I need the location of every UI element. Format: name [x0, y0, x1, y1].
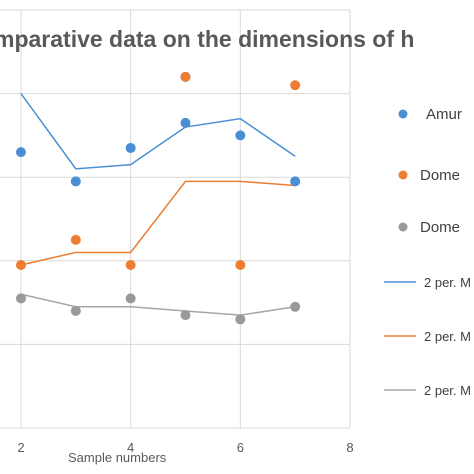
legend-item: Amur: [398, 106, 462, 123]
x-tick-label: 2: [17, 440, 24, 455]
series-line-4: [20, 180, 296, 266]
data-point-0: [70, 176, 81, 187]
x-tick-label: 8: [346, 440, 353, 455]
legend: Amur Dome Dome 2 per. M 2 per. M 2 per. M: [384, 106, 471, 398]
data-point-1: [70, 234, 81, 245]
data-point-1: [15, 259, 26, 270]
x-axis-title: Sample numbers: [68, 450, 167, 465]
data-point-0: [290, 176, 301, 187]
data-point-1: [180, 71, 191, 82]
data-point-0: [125, 142, 136, 153]
legend-label: 2 per. M: [424, 383, 471, 398]
legend-label: Dome: [420, 167, 460, 184]
data-point-0: [180, 117, 191, 128]
data-point-2: [235, 314, 246, 325]
x-tick-label: 4: [127, 440, 134, 455]
legend-marker: [398, 222, 408, 232]
data-point-2: [15, 293, 26, 304]
data-point-1: [125, 259, 136, 270]
data-point-2: [180, 310, 191, 321]
chart-title: mparative data on the dimensions of h: [0, 26, 414, 52]
legend-item: Dome: [398, 167, 460, 184]
legend-marker: [398, 170, 408, 180]
legend-item: 2 per. M: [384, 383, 471, 398]
x-tick-labels: 2 4 6 8: [17, 440, 353, 455]
data-point-0: [15, 147, 26, 158]
series-line-3: [20, 93, 296, 170]
legend-label: Amur: [426, 106, 462, 123]
legend-label: 2 per. M: [424, 329, 471, 344]
legend-label: Dome: [420, 219, 460, 236]
legend-item: 2 per. M: [384, 275, 471, 290]
data-point-2: [70, 305, 81, 316]
data-point-1: [235, 259, 246, 270]
grid-layer: [0, 9, 351, 429]
data-point-1: [290, 80, 301, 91]
legend-label: 2 per. M: [424, 275, 471, 290]
data-point-2: [290, 301, 301, 312]
legend-marker: [398, 109, 408, 119]
data-point-0: [235, 130, 246, 141]
series-line-5: [20, 293, 296, 316]
data-point-2: [125, 293, 136, 304]
x-tick-label: 6: [237, 440, 244, 455]
series-layer: [15, 71, 301, 325]
legend-item: 2 per. M: [384, 329, 471, 344]
legend-item: Dome: [398, 219, 460, 236]
